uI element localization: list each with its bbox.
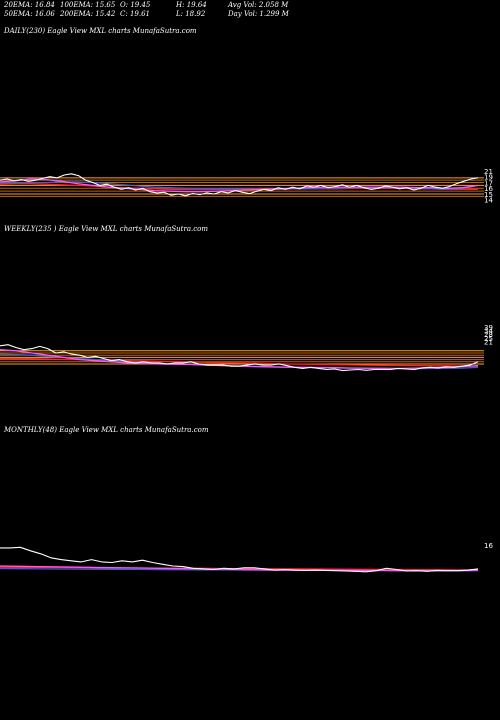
y-tick-label: 39 xyxy=(484,324,493,332)
y-tick-label: 16 xyxy=(484,185,493,193)
y-tick-label: 17 xyxy=(484,179,493,187)
ema-pink-line xyxy=(0,565,479,572)
high-value: H: 19.64 xyxy=(176,1,207,9)
stats-header: 20EMA: 16.84 100EMA: 15.65 O: 19.45 H: 19.6… xyxy=(4,1,308,19)
stats-row-1: 20EMA: 16.84 100EMA: 15.65 O: 19.45 H: 19.6… xyxy=(4,1,308,10)
avg-volume-value: Avg Vol: 2.058 M xyxy=(228,1,289,9)
y-tick-label: 28 xyxy=(484,331,493,339)
y-tick-label: 15 xyxy=(484,191,493,199)
close-value: C: 19.61 xyxy=(120,10,150,18)
y-tick-label: 21 xyxy=(484,338,493,346)
ema20-value: 20EMA: 16.84 xyxy=(4,1,55,9)
y-tick-label: 19 xyxy=(484,174,493,182)
ema-pink-line xyxy=(0,178,479,193)
price-line xyxy=(0,546,479,573)
ema50-value: 50EMA: 16.06 xyxy=(4,10,55,18)
y-tick-label: 34 xyxy=(484,328,493,336)
daily-chart-label: DAILY(230) Eagle View MXL charts MunafaS… xyxy=(4,27,197,35)
day-volume-value: Day Vol: 1.299 M xyxy=(228,10,289,18)
monthly-chart: 16 xyxy=(0,542,493,573)
low-value: L: 18.92 xyxy=(176,10,206,18)
ema100-value: 100EMA: 15.65 xyxy=(60,1,116,9)
monthly-chart-label: MONTHLY(48) Eagle View MXL charts Munafa… xyxy=(4,426,209,434)
price-line xyxy=(0,344,479,372)
stats-row-2: 50EMA: 16.06 200EMA: 15.42 C: 19.61 L: 18.9… xyxy=(4,10,308,19)
y-tick-label: 14 xyxy=(484,197,493,205)
y-tick-label: 21 xyxy=(484,168,493,176)
y-tick-label: 25 xyxy=(484,335,493,343)
open-value: O: 19.45 xyxy=(120,1,151,9)
weekly-chart-label: WEEKLY(235 ) Eagle View MXL charts Munaf… xyxy=(4,225,208,233)
price-line xyxy=(0,173,479,197)
ema200-value: 200EMA: 15.42 xyxy=(60,10,116,18)
y-tick-label: 16 xyxy=(484,542,493,550)
